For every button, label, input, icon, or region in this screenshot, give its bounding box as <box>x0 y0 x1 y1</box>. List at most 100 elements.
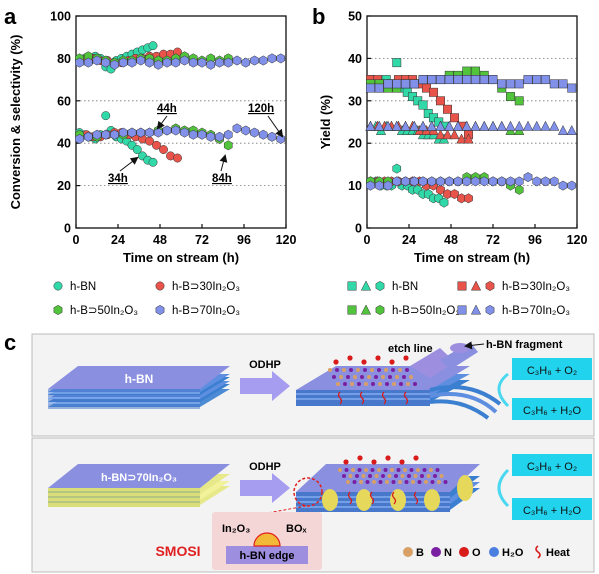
data-point <box>436 184 445 195</box>
reaction-arrow-top <box>497 372 510 408</box>
atom <box>405 368 409 372</box>
atom <box>385 382 389 386</box>
in2o3-label: In₂O₃ <box>222 523 250 535</box>
data-point <box>557 124 569 135</box>
legend-marker <box>360 280 372 291</box>
atom <box>364 468 368 472</box>
atom <box>349 368 353 372</box>
x-tick-label: 96 <box>528 233 542 247</box>
data-point <box>276 134 286 144</box>
data-point <box>153 127 163 138</box>
data-point <box>366 83 375 93</box>
fragment-arrow <box>464 341 485 350</box>
atom <box>336 382 340 386</box>
atom <box>365 480 370 484</box>
atom <box>357 468 362 472</box>
heat-icon <box>413 491 419 505</box>
atom <box>391 480 396 484</box>
data-point <box>366 180 375 191</box>
data-point <box>145 57 154 68</box>
data-point <box>522 120 534 131</box>
data-point <box>188 57 198 68</box>
data-point <box>110 129 119 140</box>
data-point <box>374 83 384 93</box>
process-label-bottom: ODHP <box>249 461 281 473</box>
atom <box>409 468 414 472</box>
hbn-edge-label: h-BN edge <box>240 550 295 562</box>
atom <box>433 474 437 478</box>
gridlines-a <box>76 58 286 187</box>
heat-icon <box>381 391 387 405</box>
data-point <box>532 75 542 85</box>
data-point <box>514 184 524 195</box>
oxygen-atom <box>403 355 409 361</box>
atom <box>435 468 440 472</box>
data-point <box>136 55 146 66</box>
data-point <box>541 75 550 85</box>
atom-legend-label: N <box>444 547 452 559</box>
box-label: BOₓ <box>286 523 308 535</box>
atom <box>359 480 363 484</box>
atom <box>384 368 388 372</box>
atom <box>390 468 394 472</box>
data-point <box>514 79 524 89</box>
x-axis-label-b: Time on stream (h) <box>414 250 530 265</box>
atom <box>426 474 431 478</box>
data-point <box>471 75 480 85</box>
data-point <box>173 153 182 163</box>
data-point <box>418 176 428 187</box>
atom <box>416 468 420 472</box>
data-point <box>223 129 233 140</box>
process-label-top: ODHP <box>249 359 281 371</box>
y-tick-label: 20 <box>57 179 71 193</box>
reactants-label-top: C₃H₈ + O₂ <box>527 365 577 377</box>
atom <box>383 468 388 472</box>
atom <box>350 382 354 386</box>
legend-marker <box>470 304 482 315</box>
atom <box>348 474 353 478</box>
legend-marker <box>360 304 372 315</box>
data-point <box>496 120 507 131</box>
panel-label-b: b <box>312 4 325 29</box>
atom <box>407 474 411 478</box>
atom <box>363 368 367 372</box>
data-point <box>449 129 460 140</box>
data-point <box>223 57 233 68</box>
data-point <box>136 127 146 138</box>
annotation-arrow-84h <box>219 154 228 172</box>
atom-legend-marker <box>403 547 413 557</box>
data-point <box>118 127 128 138</box>
data-point <box>409 176 419 187</box>
data-point <box>461 120 472 131</box>
x-axis-label-a: Time on stream (h) <box>123 250 239 265</box>
data-point <box>101 111 111 121</box>
data-point <box>463 133 474 144</box>
oxygen-atom <box>343 459 349 465</box>
data-point <box>83 131 93 142</box>
data-point <box>444 176 454 187</box>
data-point <box>436 176 445 187</box>
atom <box>378 382 382 386</box>
x-tick-label: 0 <box>364 233 371 247</box>
legend-marker <box>347 281 357 291</box>
data-point <box>450 113 459 123</box>
data-point <box>382 120 394 131</box>
atom <box>398 368 402 372</box>
y-tick-label: 0 <box>64 222 71 236</box>
data-point <box>92 55 102 66</box>
etch-line-label: etch line <box>388 343 433 355</box>
products-box-top <box>512 398 592 420</box>
legend-marker <box>53 281 63 291</box>
heat-icon <box>391 491 397 505</box>
data-point <box>392 163 402 174</box>
atom <box>355 474 359 478</box>
data-point <box>374 180 384 191</box>
data-point <box>488 176 498 187</box>
atom <box>374 375 378 379</box>
data-point <box>532 176 542 187</box>
atom <box>395 375 399 379</box>
material-label-bottom: h-BN⊃70In₂O₃ <box>101 472 177 484</box>
annotation-34h: 34h <box>108 173 128 185</box>
legend-marker <box>375 281 385 291</box>
